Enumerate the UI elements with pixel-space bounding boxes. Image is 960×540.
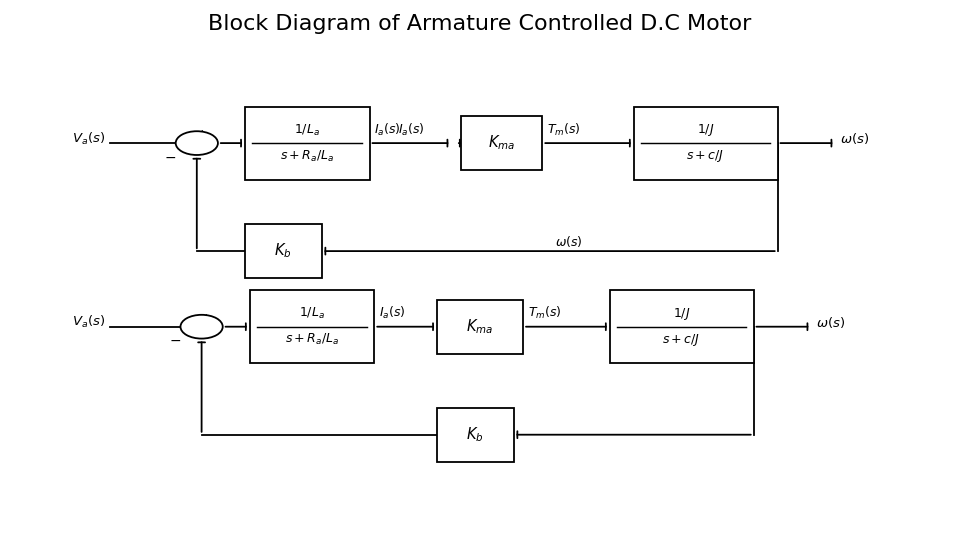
Text: $I_a(s)$: $I_a(s)$: [374, 122, 401, 138]
Text: $K_b$: $K_b$: [467, 426, 484, 444]
Text: $-$: $-$: [169, 333, 180, 347]
Text: +: +: [201, 312, 212, 325]
Bar: [461, 116, 542, 170]
Text: $V_a(s)$: $V_a(s)$: [72, 314, 106, 330]
Circle shape: [180, 315, 223, 339]
Text: $s+c/J$: $s+c/J$: [662, 332, 701, 348]
Text: $1/L_a$: $1/L_a$: [295, 123, 320, 138]
Text: $T_m(s)$: $T_m(s)$: [547, 122, 581, 138]
Bar: [245, 224, 322, 278]
Text: $K_b$: $K_b$: [275, 242, 292, 260]
Text: Block Diagram of Armature Controlled D.C Motor: Block Diagram of Armature Controlled D.C…: [208, 14, 752, 33]
Bar: [245, 106, 370, 179]
Text: $\omega(s)$: $\omega(s)$: [816, 315, 845, 330]
Text: $-$: $-$: [164, 150, 176, 164]
Text: $1/L_a$: $1/L_a$: [300, 306, 324, 321]
Text: $s+R_a/L_a$: $s+R_a/L_a$: [285, 332, 339, 347]
Text: $1/J$: $1/J$: [673, 306, 690, 322]
Text: $T_m(s)$: $T_m(s)$: [528, 305, 562, 321]
Text: $\omega(s)$: $\omega(s)$: [555, 234, 583, 249]
Text: $K_{ma}$: $K_{ma}$: [488, 134, 516, 152]
Bar: [250, 291, 374, 363]
Bar: [437, 408, 514, 462]
Text: $K_{ma}$: $K_{ma}$: [467, 318, 493, 336]
Text: +: +: [196, 129, 207, 141]
Bar: [437, 300, 523, 354]
Text: $\omega(s)$: $\omega(s)$: [840, 131, 869, 146]
Text: $s+R_a/L_a$: $s+R_a/L_a$: [280, 148, 334, 164]
Text: $V_a(s)$: $V_a(s)$: [72, 131, 106, 147]
Text: $I_a(s)$: $I_a(s)$: [398, 122, 425, 138]
Text: $s+c/J$: $s+c/J$: [686, 148, 725, 164]
Text: $1/J$: $1/J$: [697, 122, 714, 138]
Bar: [610, 291, 754, 363]
Bar: [634, 106, 778, 179]
Text: $I_a(s)$: $I_a(s)$: [379, 305, 406, 321]
Circle shape: [176, 131, 218, 155]
